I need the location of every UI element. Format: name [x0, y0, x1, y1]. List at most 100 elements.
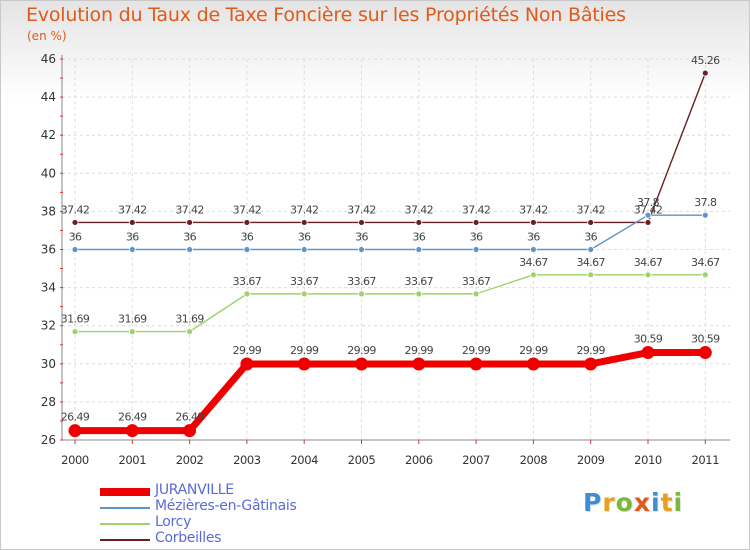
data-label: 31.69 — [175, 313, 204, 326]
x-tick-label: 2009 — [577, 453, 605, 467]
data-point — [412, 357, 426, 371]
data-point — [526, 357, 540, 371]
logo-letter: x — [633, 488, 651, 517]
data-label: 33.67 — [290, 275, 319, 288]
data-point — [300, 246, 308, 253]
legend-swatch — [100, 539, 150, 541]
y-tick-label: 36 — [41, 243, 56, 257]
x-tick-label: 2000 — [61, 453, 89, 467]
x-tick-label: 2004 — [290, 453, 318, 467]
x-tick-label: 2011 — [691, 453, 719, 467]
data-label: 29.99 — [405, 344, 434, 357]
data-label: 29.99 — [462, 344, 491, 357]
data-point — [358, 246, 365, 253]
data-label: 37.42 — [576, 203, 605, 216]
x-tick-label: 2006 — [405, 453, 433, 467]
data-label: 33.67 — [405, 275, 434, 288]
x-tick-label: 2005 — [348, 453, 376, 467]
series-lorcy: 31.69 31.69 31.69 33.67 33.67 33.67 33.67 33.67… — [61, 256, 721, 336]
data-point — [530, 246, 537, 253]
logo-letter: i — [673, 488, 684, 517]
data-label: 37.42 — [118, 203, 147, 216]
legend-label: Corbeilles — [155, 530, 222, 546]
data-point — [297, 357, 311, 371]
y-tick-label: 40 — [41, 166, 56, 180]
data-label: 26.49 — [61, 411, 90, 424]
data-point — [300, 290, 308, 298]
data-label: 36 — [584, 231, 597, 244]
series-line — [75, 72, 706, 224]
logo-letter: t — [660, 488, 674, 517]
data-label: 34.67 — [576, 256, 605, 269]
data-label: 36 — [183, 231, 196, 244]
data-point — [530, 219, 537, 226]
data-point — [243, 290, 251, 298]
data-point — [186, 246, 194, 253]
y-tick-label: 42 — [41, 128, 56, 142]
y-axis-unit: (en %) — [27, 29, 67, 43]
logo-letter: o — [615, 488, 634, 517]
y-tick-label: 28 — [41, 395, 56, 409]
data-point — [701, 69, 709, 77]
data-point — [71, 219, 79, 226]
data-label: 37.42 — [405, 203, 434, 216]
data-label: 29.99 — [519, 344, 548, 357]
data-point — [472, 219, 480, 226]
data-point — [243, 219, 251, 226]
data-point — [186, 219, 194, 226]
data-label: 29.99 — [233, 344, 262, 357]
data-point — [358, 290, 365, 298]
x-tick-label: 2010 — [634, 453, 662, 467]
data-label: 37.8 — [637, 196, 660, 209]
legend-label: Lorcy — [155, 514, 192, 530]
data-point — [128, 219, 136, 226]
data-point — [644, 211, 652, 219]
data-label: 31.69 — [118, 313, 147, 326]
data-label: 37.42 — [634, 203, 663, 216]
data-label: 26.49 — [118, 411, 147, 424]
data-point — [358, 219, 365, 226]
data-label: 37.42 — [290, 203, 319, 216]
logo-letter: i — [651, 488, 661, 517]
series-line — [75, 274, 706, 333]
chart-title: Evolution du Taux de Taxe Foncière sur l… — [26, 4, 626, 26]
data-point — [125, 424, 139, 438]
data-label: 36 — [527, 231, 540, 244]
series-line — [75, 349, 706, 435]
y-tick-label: 26 — [41, 433, 56, 447]
data-label: 29.99 — [290, 344, 319, 357]
data-point — [701, 211, 709, 219]
x-tick-label: 2007 — [462, 453, 490, 467]
logo-letter: r — [602, 488, 616, 517]
data-label: 37.42 — [519, 203, 548, 216]
y-tick-label: 34 — [41, 281, 56, 295]
data-point — [587, 219, 595, 226]
data-point — [641, 346, 655, 360]
data-point — [415, 246, 423, 253]
data-point — [68, 424, 82, 438]
data-label: 34.67 — [691, 256, 720, 269]
data-point — [300, 219, 308, 226]
data-label: 31.69 — [61, 313, 90, 326]
data-label: 37.42 — [233, 203, 262, 216]
x-tick-label: 2002 — [176, 453, 204, 467]
series-corbeilles: 37.42 37.42 37.42 37.42 37.42 37.42 37.42 37.42… — [61, 54, 721, 226]
legend-swatch — [100, 488, 150, 496]
data-point — [701, 271, 709, 279]
data-point — [587, 271, 595, 279]
data-point — [183, 424, 197, 438]
data-point — [469, 357, 483, 371]
y-tick-label: 32 — [41, 319, 56, 333]
series-juranville: 26.49 26.49 26.49 29.99 29.99 29.99 29.99 29.99… — [61, 333, 721, 438]
data-label: 36 — [298, 231, 311, 244]
data-point — [240, 357, 254, 371]
data-label: 33.67 — [233, 275, 262, 288]
x-tick-label: 2001 — [118, 453, 146, 467]
legend-swatch — [100, 523, 150, 525]
data-label: 33.67 — [462, 275, 491, 288]
x-tick-label: 2008 — [520, 453, 548, 467]
data-label: 33.67 — [347, 275, 376, 288]
data-point — [472, 246, 480, 253]
data-point — [128, 328, 136, 336]
